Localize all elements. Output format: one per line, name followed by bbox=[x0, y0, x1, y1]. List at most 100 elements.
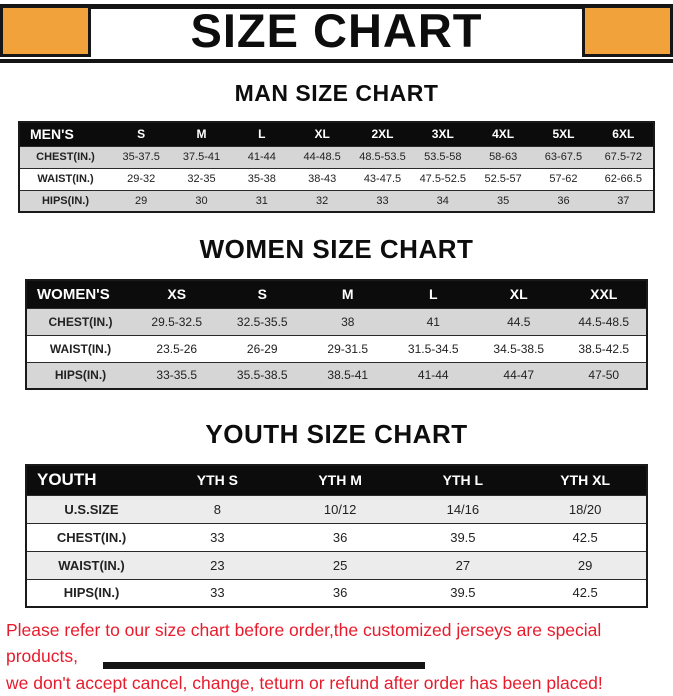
table-corner-label: YOUTH bbox=[26, 465, 156, 495]
table-row: U.S.SIZE 8 10/12 14/16 18/20 bbox=[26, 494, 647, 523]
row-label: WAIST(IN.) bbox=[19, 167, 111, 190]
man-size-chart-heading: MAN SIZE CHART bbox=[234, 80, 439, 106]
size-cell: 29-32 bbox=[111, 167, 172, 190]
size-cell: 47.5-52.5 bbox=[412, 167, 473, 190]
column-header: YTH XL bbox=[524, 465, 647, 495]
table-row: WAIST(IN.) 29-32 32-35 35-38 38-43 43-47.5 47.… bbox=[19, 167, 654, 190]
women-size-table: WOMEN'S XS S M L XL XXL CHEST(IN.) 29.5-32.5 32.5… bbox=[25, 279, 648, 390]
size-cell: 63-67.5 bbox=[533, 145, 594, 168]
size-cell: 29 bbox=[524, 550, 647, 579]
size-cell: 38.5-41 bbox=[305, 361, 391, 389]
size-cell: 31 bbox=[231, 189, 292, 212]
size-cell: 44-47 bbox=[476, 361, 562, 389]
size-cell: 44.5-48.5 bbox=[561, 307, 647, 335]
column-header: 4XL bbox=[472, 122, 534, 146]
table-row: HIPS(IN.) 29 30 31 32 33 34 35 36 37 bbox=[19, 189, 654, 212]
table-header-row: YOUTH YTH S YTH M YTH L YTH XL bbox=[26, 465, 647, 495]
table-corner-label: MEN'S bbox=[19, 122, 111, 146]
size-cell: 23 bbox=[156, 550, 279, 579]
size-cell: 35-38 bbox=[231, 167, 292, 190]
size-cell: 41-44 bbox=[231, 145, 292, 168]
table-row: WAIST(IN.) 23.5-26 26-29 29-31.5 31.5-34.5 34… bbox=[26, 334, 647, 362]
size-cell: 38.5-42.5 bbox=[561, 334, 647, 362]
size-cell: 52.5-57 bbox=[472, 167, 534, 190]
column-header: XL bbox=[291, 122, 353, 146]
size-cell: 37.5-41 bbox=[171, 145, 232, 168]
size-cell: 43-47.5 bbox=[352, 167, 413, 190]
size-cell: 58-63 bbox=[472, 145, 534, 168]
column-header: XXL bbox=[561, 280, 647, 308]
row-label: U.S.SIZE bbox=[26, 494, 156, 523]
size-cell: 34 bbox=[412, 189, 473, 212]
size-cell: 33 bbox=[156, 578, 279, 607]
size-cell: 38-43 bbox=[291, 167, 353, 190]
footer-notice: Please refer to our size chart before or… bbox=[0, 617, 673, 696]
size-cell: 44.5 bbox=[476, 307, 562, 335]
size-cell: 42.5 bbox=[524, 522, 647, 551]
column-header: S bbox=[219, 280, 305, 308]
column-header: M bbox=[171, 122, 232, 146]
size-cell: 29 bbox=[111, 189, 172, 212]
column-header: L bbox=[231, 122, 292, 146]
youth-table: YOUTH YTH S YTH M YTH L YTH XL U.S.SIZE 8 10/12… bbox=[25, 464, 648, 608]
size-cell: 32-35 bbox=[171, 167, 232, 190]
row-label: WAIST(IN.) bbox=[26, 334, 134, 362]
column-header: XL bbox=[476, 280, 562, 308]
row-label: HIPS(IN.) bbox=[26, 578, 156, 607]
size-cell: 10/12 bbox=[278, 494, 402, 523]
size-cell: 35-37.5 bbox=[111, 145, 172, 168]
size-cell: 41-44 bbox=[390, 361, 476, 389]
size-cell: 29.5-32.5 bbox=[134, 307, 220, 335]
size-cell: 8 bbox=[156, 494, 279, 523]
size-cell: 23.5-26 bbox=[134, 334, 220, 362]
men-table: MEN'S S M L XL 2XL 3XL 4XL 5XL 6XL CHEST(IN.) 35-37… bbox=[18, 121, 655, 213]
column-header: 5XL bbox=[533, 122, 594, 146]
header-underline bbox=[0, 59, 673, 63]
column-header: XS bbox=[134, 280, 220, 308]
table-row: WAIST(IN.) 23 25 27 29 bbox=[26, 550, 647, 579]
column-header: L bbox=[390, 280, 476, 308]
table-row: CHEST(IN.) 29.5-32.5 32.5-35.5 38 41 44.5 44.5… bbox=[26, 307, 647, 335]
orange-corner-right bbox=[582, 5, 673, 57]
size-cell: 39.5 bbox=[401, 522, 525, 551]
column-header: YTH S bbox=[156, 465, 279, 495]
size-cell: 57-62 bbox=[533, 167, 594, 190]
youth-size-table: YOUTH YTH S YTH M YTH L YTH XL U.S.SIZE 8 10/12… bbox=[25, 464, 648, 608]
footer-notice-line2: we don't accept cancel, change, teturn o… bbox=[6, 672, 603, 693]
column-header: 3XL bbox=[412, 122, 473, 146]
size-cell: 36 bbox=[533, 189, 594, 212]
size-cell: 62-66.5 bbox=[593, 167, 654, 190]
column-header: 2XL bbox=[352, 122, 413, 146]
size-cell: 35 bbox=[472, 189, 534, 212]
table-header-row: WOMEN'S XS S M L XL XXL bbox=[26, 280, 647, 308]
size-cell: 35.5-38.5 bbox=[219, 361, 305, 389]
row-label: CHEST(IN.) bbox=[26, 522, 156, 551]
row-label: HIPS(IN.) bbox=[19, 189, 111, 212]
size-cell: 27 bbox=[401, 550, 525, 579]
table-row: CHEST(IN.) 33 36 39.5 42.5 bbox=[26, 522, 647, 551]
column-header: 6XL bbox=[593, 122, 654, 146]
women-size-chart-heading: WOMEN SIZE CHART bbox=[199, 234, 474, 264]
footer-notice-line1: Please refer to our size chart before or… bbox=[6, 620, 602, 667]
size-cell: 42.5 bbox=[524, 578, 647, 607]
size-cell: 33 bbox=[352, 189, 413, 212]
table-header-row: MEN'S S M L XL 2XL 3XL 4XL 5XL 6XL bbox=[19, 122, 654, 146]
size-cell: 47-50 bbox=[561, 361, 647, 389]
table-row: CHEST(IN.) 35-37.5 37.5-41 41-44 44-48.5 48.5… bbox=[19, 145, 654, 168]
column-header: YTH L bbox=[401, 465, 525, 495]
size-cell: 34.5-38.5 bbox=[476, 334, 562, 362]
size-cell: 53.5-58 bbox=[412, 145, 473, 168]
size-cell: 67.5-72 bbox=[593, 145, 654, 168]
size-cell: 32.5-35.5 bbox=[219, 307, 305, 335]
size-cell: 14/16 bbox=[401, 494, 525, 523]
table-row: HIPS(IN.) 33-35.5 35.5-38.5 38.5-41 41-44 44-… bbox=[26, 361, 647, 389]
size-cell: 37 bbox=[593, 189, 654, 212]
row-label: WAIST(IN.) bbox=[26, 550, 156, 579]
top-border-line bbox=[0, 4, 673, 9]
size-cell: 33 bbox=[156, 522, 279, 551]
table-corner-label: WOMEN'S bbox=[26, 280, 134, 308]
size-cell: 33-35.5 bbox=[134, 361, 220, 389]
size-cell: 36 bbox=[278, 522, 402, 551]
youth-size-chart-heading: YOUTH SIZE CHART bbox=[205, 419, 468, 449]
row-label: CHEST(IN.) bbox=[26, 307, 134, 335]
